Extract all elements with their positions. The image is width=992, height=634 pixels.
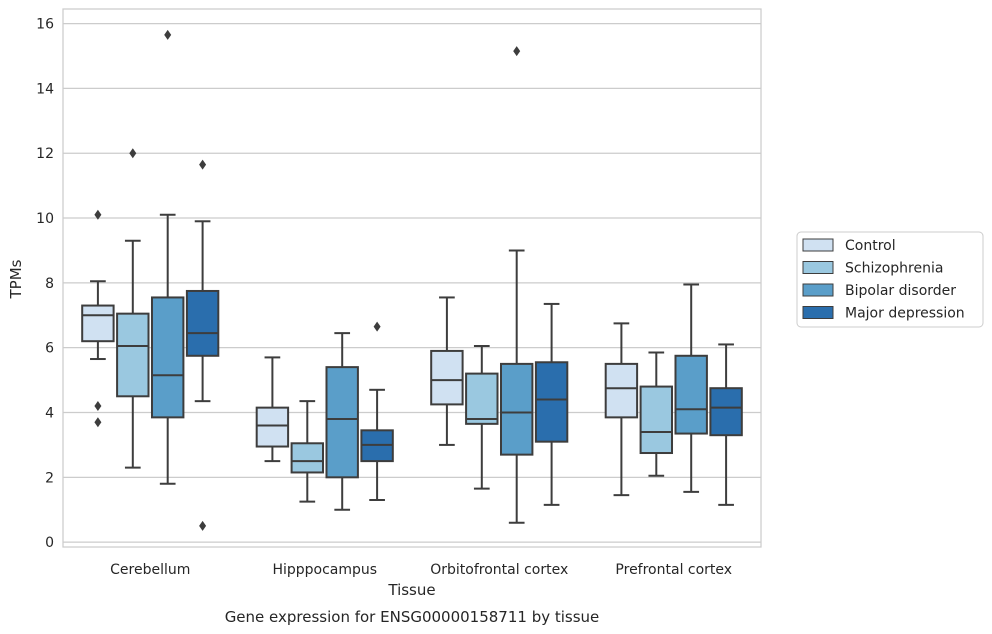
box-iqr (116, 312, 150, 398)
outlier-point (164, 29, 172, 40)
outlier-point (199, 159, 207, 170)
box-iqr (465, 372, 499, 425)
outlier-point (513, 46, 521, 57)
legend-swatch (802, 283, 834, 297)
box-iqr (255, 406, 290, 448)
y-tick-label: 8 (45, 276, 54, 292)
box-iqr (325, 366, 359, 479)
x-tick-label: Cerebellum (110, 562, 190, 578)
box-major-depression (534, 302, 569, 506)
chart-caption: Gene expression for ENSG00000158711 by t… (225, 608, 600, 626)
box-iqr (290, 442, 325, 474)
y-tick-label: 10 (36, 211, 54, 227)
y-tick-label: 14 (36, 81, 54, 97)
outlier-point (94, 209, 102, 220)
box-schizophrenia (465, 345, 499, 490)
box-bipolar-disorder (499, 46, 534, 524)
box-iqr (499, 362, 534, 456)
box-control (81, 209, 115, 428)
legend-frame (796, 231, 984, 328)
y-tick-labels: 0 2 4 6 8 10 12 14 16 (36, 17, 54, 552)
box-bipolar-disorder (150, 29, 185, 485)
y-tick-label: 2 (45, 470, 54, 486)
outlier-point (199, 520, 207, 531)
box-major-depression (185, 159, 220, 531)
y-tick-label: 0 (45, 535, 54, 551)
box-control (430, 296, 464, 446)
box-schizophrenia (639, 351, 674, 477)
y-tick-label: 12 (36, 146, 54, 162)
box-iqr (674, 354, 708, 435)
y-tick-label: 4 (45, 406, 54, 422)
y-axis-label: TPMs (7, 259, 25, 299)
box-iqr (709, 387, 743, 437)
box-schizophrenia (116, 148, 150, 469)
box-iqr (430, 349, 464, 406)
legend-swatch (802, 261, 834, 274)
outlier-point (94, 417, 102, 428)
box-iqr (185, 289, 220, 357)
x-axis-label: Tissue (387, 581, 435, 599)
legend-label: Bipolar disorder (845, 283, 956, 299)
legend-swatch (802, 306, 834, 319)
legend-label: Major depression (845, 306, 965, 322)
outlier-point (129, 148, 137, 159)
box-major-depression (360, 321, 394, 502)
legend-swatch (802, 238, 834, 252)
y-tick-label: 16 (36, 17, 54, 33)
x-tick-label: Prefrontal cortex (615, 562, 732, 578)
outlier-point (94, 401, 102, 412)
box-iqr (604, 362, 639, 419)
boxes-group (81, 29, 743, 531)
x-tick-label: Orbitofrontal cortex (430, 562, 568, 578)
outlier-point (373, 321, 381, 332)
box-control (604, 322, 639, 497)
box-schizophrenia (290, 400, 325, 503)
legend: Control Schizophrenia Bipolar disorder Majo… (796, 231, 984, 328)
box-bipolar-disorder (674, 283, 708, 493)
legend-label: Schizophrenia (845, 261, 943, 277)
x-tick-labels: Cerebellum Hipppocampus Orbitofrontal cort… (110, 562, 732, 578)
box-bipolar-disorder (325, 332, 359, 511)
box-iqr (150, 296, 185, 419)
box-iqr (639, 385, 674, 455)
box-control (255, 356, 290, 463)
plot-frame (62, 8, 762, 548)
box-iqr (534, 361, 569, 443)
legend-label: Control (845, 238, 896, 254)
x-tick-label: Hipppocampus (272, 562, 377, 578)
box-major-depression (709, 343, 743, 506)
y-tick-label: 6 (45, 341, 54, 357)
box-iqr (81, 304, 115, 343)
